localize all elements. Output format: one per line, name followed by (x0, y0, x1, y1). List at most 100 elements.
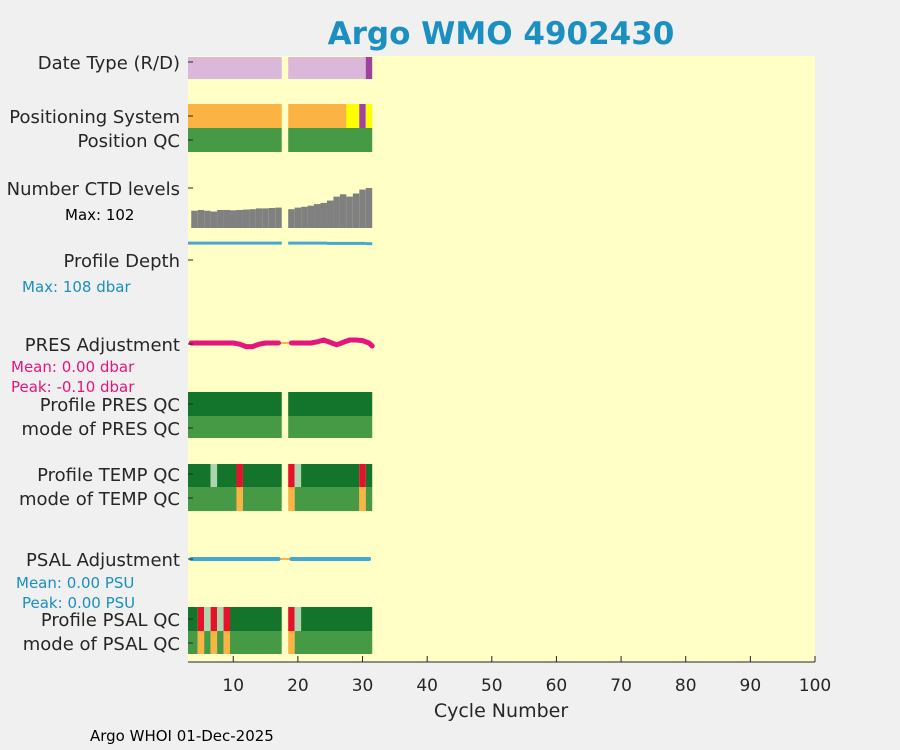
ctd-levels-bar (275, 207, 282, 228)
mode-psal-qc-segment (204, 631, 211, 654)
profile-pres-qc-segment (288, 392, 373, 416)
profile-psal-qc-segment (210, 607, 218, 631)
position-qc-segment (288, 128, 373, 152)
positioning-system-segment (365, 104, 373, 128)
date-type-segment (288, 57, 366, 79)
mode-temp-qc-segment (242, 487, 282, 511)
row-date-type (188, 57, 373, 79)
date-type-segment (365, 57, 373, 79)
footer-credit: Argo WHOI 01-Dec-2025 (90, 727, 274, 745)
ctd-levels-bar (294, 207, 302, 228)
mode-psal-qc-segment (217, 631, 224, 654)
ctd-levels-bar (242, 209, 250, 228)
x-axis-tick-label: 60 (546, 676, 568, 696)
mode-temp-qc-segment (294, 487, 360, 511)
x-axis-tick-label: 30 (352, 676, 374, 696)
profile-psal-qc-segment (223, 607, 231, 631)
label-mode-pres-qc: mode of PRES QC (22, 419, 180, 440)
row-positioning-system (188, 104, 373, 128)
label-mode-psal-qc: mode of PSAL QC (23, 634, 180, 655)
label-profile-psal-qc: Profile PSAL QC (41, 610, 180, 631)
mode-psal-qc-segment (230, 631, 282, 654)
row-profile-psal-qc (188, 607, 373, 631)
ctd-levels-bar (223, 209, 231, 228)
profile-temp-qc-segment (365, 464, 373, 487)
mode-psal-qc-segment (197, 631, 205, 654)
x-axis-tick-label: 90 (740, 676, 762, 696)
x-axis-tick-label: 40 (416, 676, 438, 696)
mode-temp-qc-segment (188, 487, 237, 511)
x-axis-label: Cycle Number (434, 700, 568, 722)
label-position-qc: Position QC (77, 131, 180, 152)
row-labels: Date Type (R/D) Positioning System Posit… (7, 53, 180, 655)
ctd-levels-bar (288, 209, 295, 228)
depth-max-annotation: Max: 108 dbar (22, 278, 131, 296)
mode-psal-qc-segment (210, 631, 218, 654)
ctd-levels-bar (191, 210, 198, 228)
position-qc-segment (188, 128, 282, 152)
label-psal-adjustment: PSAL Adjustment (26, 550, 180, 571)
positioning-system-segment (346, 104, 360, 128)
plot-area (188, 56, 815, 662)
label-profile-pres-qc: Profile PRES QC (40, 395, 180, 416)
profile-psal-qc-segment (197, 607, 205, 631)
row-ctd-levels (191, 188, 373, 228)
psal-mean-annotation: Mean: 0.00 PSU (16, 574, 134, 592)
ctd-levels-bar (333, 196, 340, 228)
label-profile-depth: Profile Depth (63, 251, 180, 272)
mode-temp-qc-segment (236, 487, 243, 511)
chart-marks (188, 57, 375, 654)
label-ctd-levels: Number CTD levels (7, 179, 180, 200)
profile-temp-qc-segment (217, 464, 237, 487)
profile-temp-qc-segment (288, 464, 295, 487)
mode-temp-qc-segment (288, 487, 295, 511)
mode-temp-qc-segment (365, 487, 373, 511)
profile-temp-qc-segment (210, 464, 218, 487)
pres-adjustment-line (188, 340, 281, 350)
x-axis-tick-label: 100 (799, 676, 831, 696)
profile-psal-qc-segment (288, 607, 295, 631)
ctd-levels-bar (255, 208, 263, 228)
row-pres-adjustment (188, 337, 375, 350)
pres-adjustment-line (288, 337, 375, 349)
positioning-system-segment (359, 104, 366, 128)
row-mode-pres-qc (188, 416, 373, 438)
ctd-levels-bar (307, 205, 315, 228)
psal-peak-annotation: Peak: 0.00 PSU (22, 594, 135, 612)
chart-title: Argo WMO 4902430 (328, 16, 675, 52)
mode-pres-qc-segment (288, 416, 373, 438)
profile-psal-qc-segment (217, 607, 224, 631)
x-axis-tick-label: 70 (610, 676, 632, 696)
mode-temp-qc-segment (359, 487, 366, 511)
ctd-levels-bar (359, 189, 366, 228)
row-position-qc (188, 128, 373, 152)
x-axis-tick-label: 80 (675, 676, 697, 696)
pres-mean-annotation: Mean: 0.00 dbar (11, 358, 135, 376)
mode-psal-qc-segment (288, 631, 295, 654)
positioning-system-segment (188, 104, 282, 128)
row-mode-psal-qc (188, 631, 373, 654)
ctd-levels-bar (204, 210, 211, 228)
profile-temp-qc-segment (294, 464, 302, 487)
pres-peak-annotation: Peak: -0.10 dbar (11, 378, 135, 396)
ctd-levels-bar (365, 188, 373, 228)
ctd-levels-bar (320, 202, 327, 228)
positioning-system-segment (288, 104, 347, 128)
profile-psal-qc-segment (294, 607, 302, 631)
mode-psal-qc-segment (223, 631, 231, 654)
x-axis-tick-label: 10 (222, 676, 244, 696)
ctd-max-annotation: Max: 102 (65, 206, 134, 224)
profile-temp-qc-segment (301, 464, 360, 487)
row-profile-temp-qc (188, 464, 373, 487)
ctd-levels-bar (262, 208, 269, 228)
ctd-levels-bar (346, 196, 353, 228)
ctd-levels-bar (314, 204, 321, 228)
x-axis: 10 20 30 40 50 60 70 80 90 100 (188, 61, 831, 696)
row-profile-depth (188, 241, 373, 246)
date-type-segment (188, 57, 282, 79)
ctd-levels-bar (301, 206, 308, 228)
label-mode-temp-qc: mode of TEMP QC (19, 489, 180, 510)
x-axis-tick-label: 50 (481, 676, 503, 696)
profile-psal-qc-segment (301, 607, 373, 631)
